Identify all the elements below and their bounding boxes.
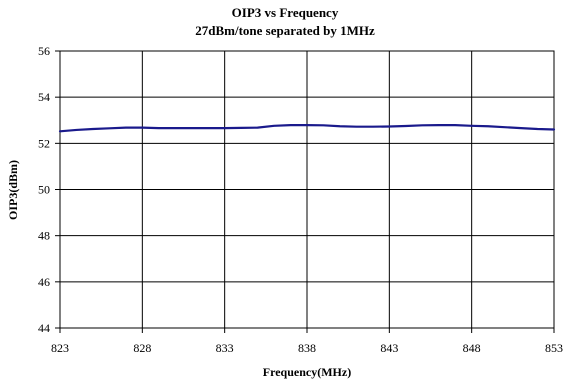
y-tick-label: 44 <box>38 321 50 335</box>
y-tick-label: 50 <box>38 183 50 197</box>
y-tick-label: 48 <box>38 229 50 243</box>
y-tick-label: 46 <box>38 275 50 289</box>
x-tick-label: 833 <box>216 341 234 355</box>
y-axis-ticks: 44 46 48 50 52 54 56 <box>38 44 60 335</box>
x-tick-label: 843 <box>380 341 398 355</box>
series-layer <box>58 124 556 133</box>
oip3-series-line <box>58 124 556 133</box>
grid-lines <box>60 51 554 328</box>
x-axis-ticks: 823 828 833 838 843 848 853 <box>51 328 563 355</box>
x-tick-label: 848 <box>463 341 481 355</box>
chart-title: OIP3 vs Frequency <box>232 5 339 20</box>
y-axis-title: OIP3(dBm) <box>6 160 20 220</box>
x-tick-label: 853 <box>545 341 563 355</box>
y-tick-label: 56 <box>38 44 50 58</box>
x-tick-label: 828 <box>133 341 151 355</box>
x-tick-label: 838 <box>298 341 316 355</box>
x-axis-title: Frequency(MHz) <box>263 365 351 379</box>
chart-subtitle: 27dBm/tone separated by 1MHz <box>195 23 375 38</box>
y-tick-label: 54 <box>38 90 50 104</box>
x-tick-label: 823 <box>51 341 69 355</box>
y-tick-label: 52 <box>38 136 50 150</box>
